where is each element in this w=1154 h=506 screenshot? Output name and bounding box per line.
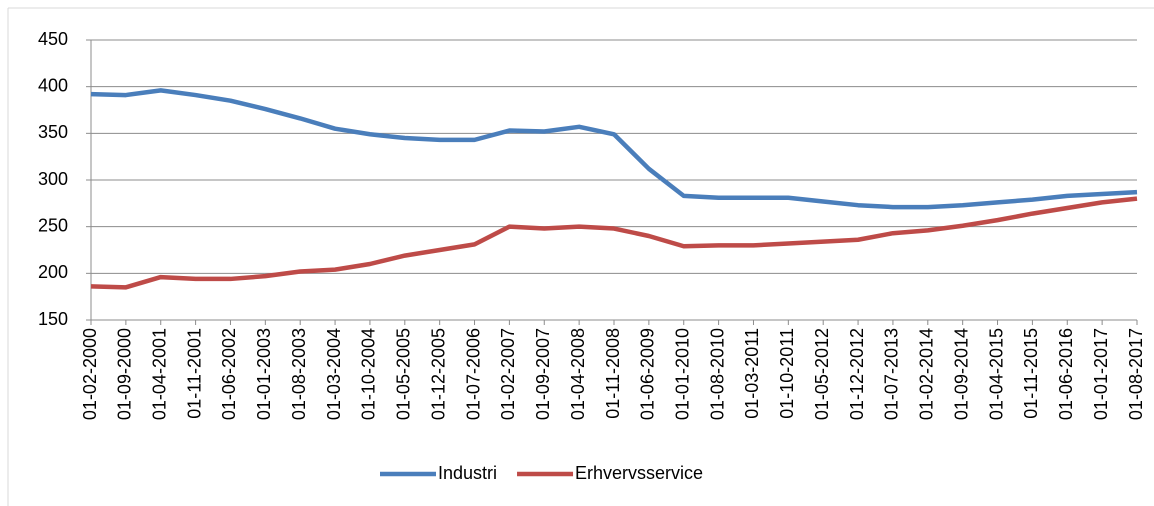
x-tick-label: 01-11-2008 [603,328,623,419]
series-line [90,88,1138,210]
x-tick-label: 01-10-2011 [777,328,797,419]
x-tick-label: 01-03-2011 [742,328,762,419]
x-tick-label: 01-10-2004 [359,328,379,420]
x-tick-label: 01-04-2015 [986,328,1006,420]
x-tick-label: 01-11-2015 [1021,328,1041,419]
x-tick-label: 01-06-2016 [1056,328,1076,420]
x-tick-label: 01-12-2005 [428,328,448,420]
x-tick-label: 01-12-2012 [847,328,867,420]
x-tick-label: 01-06-2002 [219,328,239,420]
x-tick-label: 01-09-2014 [951,328,971,420]
x-tick-label: 01-06-2009 [638,328,658,420]
y-tick-label: 250 [38,215,68,235]
x-tick-label: 01-09-2007 [533,328,553,420]
x-tick-label: 01-03-2004 [324,328,344,420]
x-tick-label: 01-04-2008 [568,328,588,420]
x-tick-label: 01-01-2010 [672,328,692,420]
x-tick-label: 01-05-2012 [812,328,832,420]
x-tick-label: 01-07-2006 [463,328,483,420]
x-tick-label: 01-09-2000 [115,328,135,420]
y-tick-label: 400 [38,75,68,95]
x-tick-label: 01-05-2005 [394,328,414,420]
x-tick-label: 01-08-2003 [289,328,309,420]
x-tick-label: 01-11-2001 [184,328,204,419]
y-tick-label: 150 [38,309,68,329]
x-tick-label: 01-04-2001 [149,328,169,420]
x-tick-label: 01-08-2010 [707,328,727,420]
x-tick-label: 01-08-2017 [1126,328,1146,420]
legend-label: Erhvervsservice [575,463,703,483]
y-tick-label: 350 [38,122,68,142]
y-tick-label: 300 [38,169,68,189]
x-tick-label: 01-01-2003 [254,328,274,420]
x-tick-label: 01-02-2007 [498,328,518,420]
series-line [90,196,1138,290]
y-tick-label: 450 [38,29,68,49]
x-tick-label: 01-01-2017 [1091,328,1111,420]
y-tick-label: 200 [38,262,68,282]
x-tick-label: 01-02-2000 [80,328,100,420]
x-tick-label: 01-02-2014 [917,328,937,420]
legend-label: Industri [438,463,497,483]
x-tick-label: 01-07-2013 [882,328,902,420]
